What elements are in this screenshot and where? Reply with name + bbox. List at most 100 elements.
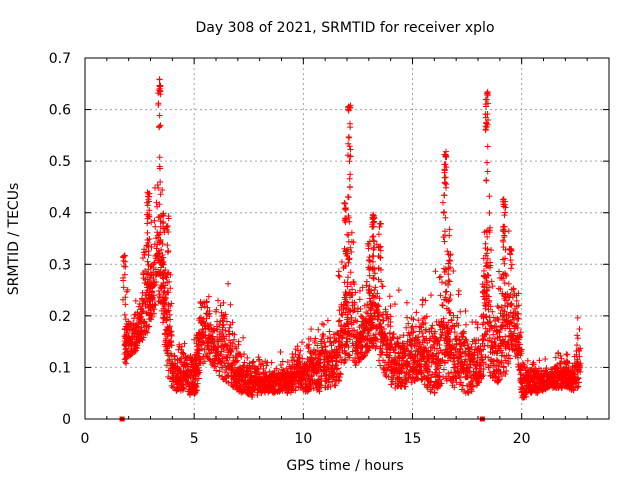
data-point (205, 293, 212, 300)
x-tick-label: 20 (513, 431, 531, 447)
data-point (164, 308, 171, 315)
data-point (160, 258, 167, 265)
data-point (167, 316, 174, 323)
data-point (131, 315, 138, 322)
data-point (159, 220, 166, 227)
data-point (181, 340, 188, 347)
data-point (145, 248, 152, 255)
data-point (165, 307, 172, 314)
data-point (161, 284, 168, 291)
data-point (124, 286, 131, 293)
data-point (128, 351, 135, 358)
x-tick-label: 10 (294, 431, 312, 447)
data-point (145, 239, 152, 246)
data-point (187, 391, 194, 398)
data-point (143, 296, 150, 303)
y-tick-label: 0.4 (49, 206, 71, 222)
data-point (148, 310, 155, 317)
data-point (121, 359, 128, 366)
data-point (151, 281, 158, 288)
data-point (162, 326, 169, 333)
data-point (198, 304, 205, 311)
data-point (196, 330, 203, 337)
data-point (141, 319, 148, 326)
data-point (194, 380, 201, 387)
chart-title: Day 308 of 2021, SRMTID for receiver xpl… (195, 20, 494, 36)
data-point (158, 283, 165, 290)
data-point (146, 198, 153, 205)
data-point (168, 300, 175, 307)
y-tick-label: 0.1 (49, 360, 71, 376)
data-point (180, 350, 187, 357)
data-point (134, 345, 141, 352)
data-point (144, 237, 151, 244)
data-point (152, 223, 159, 230)
data-point (150, 275, 157, 282)
x-axis-title: GPS time / hours (286, 458, 403, 474)
data-point (156, 124, 163, 131)
data-point (157, 236, 164, 243)
data-point (168, 342, 175, 349)
data-point (153, 279, 160, 286)
y-tick-label: 0.6 (49, 103, 71, 119)
data-point (122, 301, 129, 308)
data-point (155, 288, 162, 295)
data-point (144, 258, 151, 265)
data-point (164, 223, 171, 230)
y-tick-label: 0.3 (49, 257, 71, 273)
data-point (148, 219, 155, 226)
data-point (203, 299, 210, 306)
data-point (155, 87, 162, 94)
data-point (162, 282, 169, 289)
y-tick-label: 0.7 (49, 51, 71, 67)
data-point (164, 242, 171, 249)
data-point (144, 202, 151, 209)
data-point (146, 207, 153, 214)
data-point (140, 334, 147, 341)
data-point (145, 213, 152, 220)
data-point (121, 252, 128, 259)
data-point (159, 187, 166, 194)
data-point (156, 201, 163, 208)
data-point (144, 229, 151, 236)
data-point (159, 270, 166, 277)
data-point (198, 320, 205, 327)
data-point (163, 224, 170, 231)
data-point (156, 163, 163, 170)
data-point (121, 271, 128, 278)
data-point (139, 337, 146, 344)
data-point (164, 249, 171, 256)
data-point (164, 289, 171, 296)
data-point (151, 259, 158, 266)
data-point (156, 112, 163, 119)
data-point (145, 190, 152, 197)
data-point (157, 179, 164, 186)
data-point (199, 326, 206, 333)
data-point (157, 191, 164, 198)
data-point (178, 343, 185, 350)
data-point (191, 336, 198, 343)
data-point (197, 341, 204, 348)
data-point (165, 269, 172, 276)
data-point (155, 184, 162, 191)
data-point (144, 329, 151, 336)
data-point (122, 263, 129, 270)
data-point (164, 279, 171, 286)
data-point (146, 323, 153, 330)
data-point (139, 254, 146, 261)
data-point (123, 360, 130, 367)
data-points (120, 76, 584, 401)
data-point (166, 356, 173, 363)
data-point (140, 308, 147, 315)
data-point (203, 298, 210, 305)
data-point (158, 246, 165, 253)
data-point (144, 189, 151, 196)
data-point (167, 285, 174, 292)
data-point (156, 76, 163, 83)
data-point (122, 258, 129, 265)
data-point (151, 217, 158, 224)
x-tick-label: 0 (81, 431, 90, 447)
data-point (152, 302, 159, 309)
